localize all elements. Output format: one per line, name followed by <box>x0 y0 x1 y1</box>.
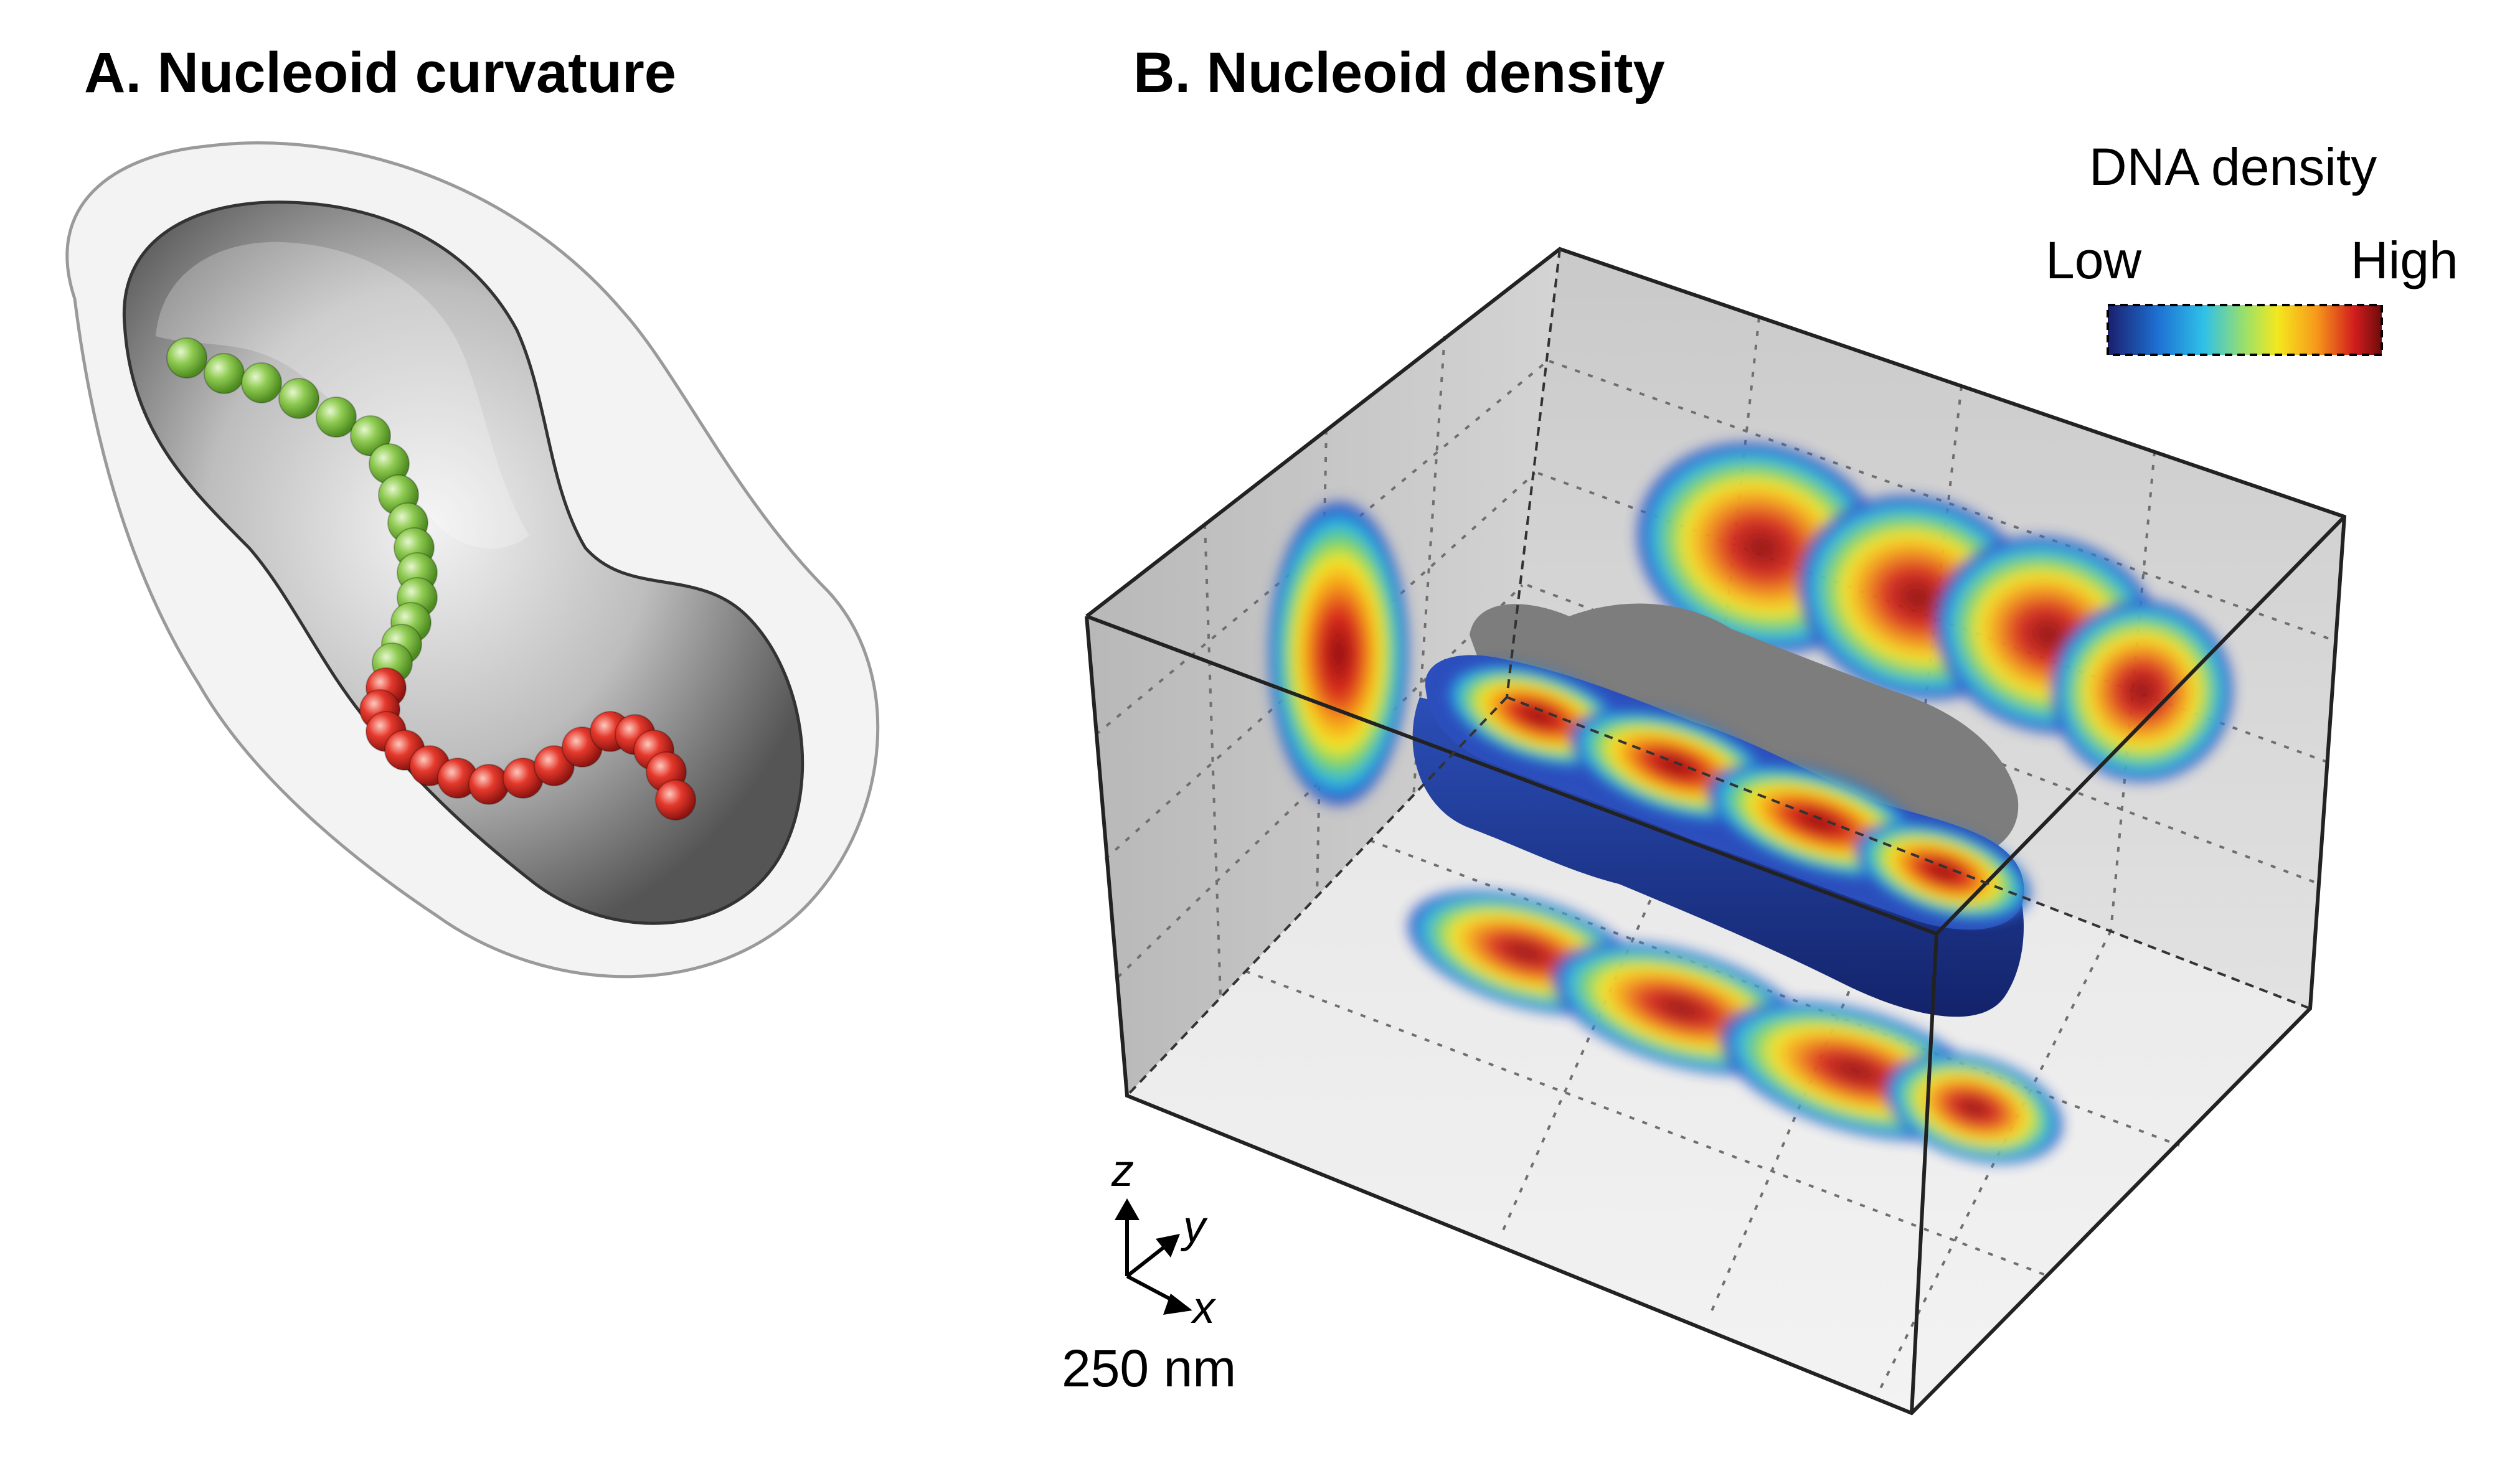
top-slice-density <box>1442 662 2033 923</box>
red-bead <box>655 779 696 820</box>
z-axis-label: z <box>1111 1146 1134 1196</box>
colorbar-low-label: Low <box>2046 231 2142 289</box>
panel-a-cell-diagram <box>65 141 880 979</box>
scale-label: 250 nm <box>1062 1339 1237 1398</box>
left-wall-projection <box>1267 498 1410 809</box>
red-bead-chain <box>359 667 696 820</box>
axes-indicator <box>1115 1198 1192 1315</box>
panel-b-title: B. Nucleoid density <box>1133 41 1665 105</box>
density-box-3d <box>1085 247 2347 1416</box>
green-bead <box>241 362 282 403</box>
back-wall-projection <box>1633 439 2235 784</box>
y-axis-label: y <box>1183 1202 1206 1252</box>
colorbar-title: DNA density <box>2089 138 2377 196</box>
nucleoid-highlight <box>156 242 529 549</box>
box-hidden-edges <box>1126 248 2311 1097</box>
x-axis-label: x <box>1192 1283 1215 1333</box>
green-bead <box>166 337 207 378</box>
colorbar-gradient <box>2107 304 2383 356</box>
red-bead <box>468 764 509 805</box>
green-bead <box>350 415 391 456</box>
green-bead <box>204 353 245 394</box>
colorbar-high-label: High <box>2351 231 2458 289</box>
green-bead-chain <box>166 337 438 684</box>
green-bead <box>278 378 319 419</box>
red-bead <box>534 745 575 786</box>
panel-a-title: A. Nucleoid curvature <box>84 41 676 105</box>
green-bead <box>316 397 357 438</box>
density-colorbar <box>2107 304 2383 356</box>
